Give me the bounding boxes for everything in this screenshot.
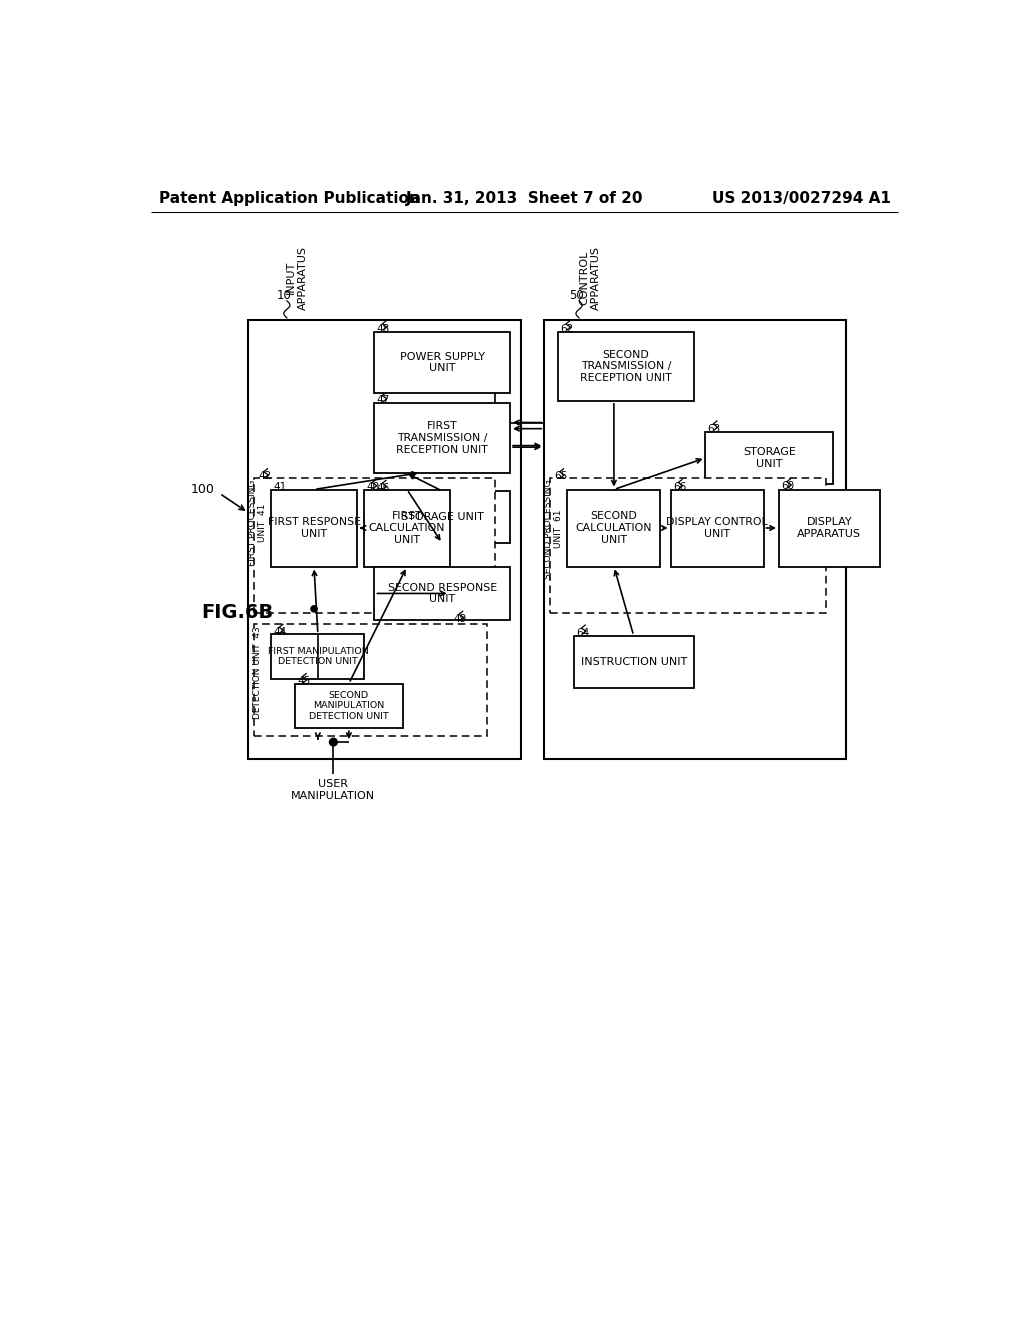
Bar: [573, 636, 693, 688]
Bar: [375, 491, 510, 544]
Text: Jan. 31, 2013  Sheet 7 of 20: Jan. 31, 2013 Sheet 7 of 20: [407, 191, 643, 206]
Text: 66: 66: [673, 482, 686, 492]
Text: 63: 63: [708, 424, 721, 434]
Bar: [248, 321, 521, 759]
Text: STORAGE UNIT: STORAGE UNIT: [400, 512, 483, 523]
Text: INPUT
APPARATUS: INPUT APPARATUS: [286, 246, 308, 310]
Text: SECOND RESPONSE
UNIT: SECOND RESPONSE UNIT: [388, 582, 497, 605]
Circle shape: [311, 606, 317, 612]
Bar: [779, 490, 880, 566]
Text: 62: 62: [560, 323, 573, 334]
Text: FIG.6B: FIG.6B: [202, 603, 273, 622]
Bar: [706, 432, 834, 484]
Bar: [375, 566, 510, 620]
Text: DISPLAY CONTROL
UNIT: DISPLAY CONTROL UNIT: [667, 517, 768, 539]
Text: FIRST
TRANSMISSION /
RECEPTION UNIT: FIRST TRANSMISSION / RECEPTION UNIT: [396, 421, 488, 454]
Text: CONTROL
APPARATUS: CONTROL APPARATUS: [580, 246, 601, 310]
Text: SECOND
TRANSMISSION /
RECEPTION UNIT: SECOND TRANSMISSION / RECEPTION UNIT: [580, 350, 672, 383]
Text: 40: 40: [367, 482, 380, 492]
Text: STORAGE
UNIT: STORAGE UNIT: [742, 447, 796, 469]
Text: 49: 49: [454, 614, 467, 624]
Text: SECOND
MANIPULATION
DETECTION UNIT: SECOND MANIPULATION DETECTION UNIT: [309, 690, 389, 721]
Text: SECOND
CALCULATION
UNIT: SECOND CALCULATION UNIT: [575, 511, 652, 545]
Text: 10: 10: [276, 289, 292, 302]
Text: 48: 48: [377, 323, 390, 334]
Bar: [365, 490, 450, 566]
Bar: [271, 635, 365, 678]
Text: FIRST RESPONSE
UNIT: FIRST RESPONSE UNIT: [267, 517, 360, 539]
Text: US 2013/0027294 A1: US 2013/0027294 A1: [712, 191, 891, 206]
Bar: [375, 404, 510, 473]
Text: 46: 46: [377, 483, 390, 492]
Bar: [271, 490, 356, 566]
Text: INSTRUCTION UNIT: INSTRUCTION UNIT: [581, 657, 687, 667]
Text: 65: 65: [554, 471, 567, 482]
Text: 64: 64: [575, 628, 589, 638]
Text: SECOND PROCESSING
UNIT  61: SECOND PROCESSING UNIT 61: [544, 479, 563, 579]
Text: 60: 60: [781, 482, 795, 491]
Text: 41: 41: [273, 482, 287, 492]
Bar: [550, 478, 825, 612]
Text: USER
MANIPULATION: USER MANIPULATION: [291, 779, 376, 801]
Bar: [254, 624, 486, 737]
Text: DETECTION UNIT  43: DETECTION UNIT 43: [253, 626, 262, 718]
Bar: [254, 478, 495, 612]
Text: DISPLAY
APPARATUS: DISPLAY APPARATUS: [798, 517, 861, 539]
Text: FIRST
CALCULATION
UNIT: FIRST CALCULATION UNIT: [369, 511, 445, 545]
Text: 47: 47: [377, 395, 390, 405]
Text: FIRST MANIPULATION
DETECTION UNIT: FIRST MANIPULATION DETECTION UNIT: [267, 647, 369, 667]
Text: Patent Application Publication: Patent Application Publication: [159, 191, 420, 206]
Text: 44: 44: [273, 627, 287, 638]
Bar: [295, 684, 403, 729]
Text: 50: 50: [569, 289, 584, 302]
Bar: [567, 490, 660, 566]
Bar: [558, 331, 693, 401]
Text: 45: 45: [297, 676, 310, 686]
Text: FIRST PROCESSING
UNIT  41: FIRST PROCESSING UNIT 41: [248, 479, 267, 566]
Circle shape: [330, 738, 337, 746]
Text: 100: 100: [190, 483, 215, 496]
Text: POWER SUPPLY
UNIT: POWER SUPPLY UNIT: [399, 351, 484, 374]
Text: 42: 42: [258, 471, 271, 482]
Bar: [671, 490, 764, 566]
Bar: [375, 331, 510, 393]
Bar: [544, 321, 847, 759]
